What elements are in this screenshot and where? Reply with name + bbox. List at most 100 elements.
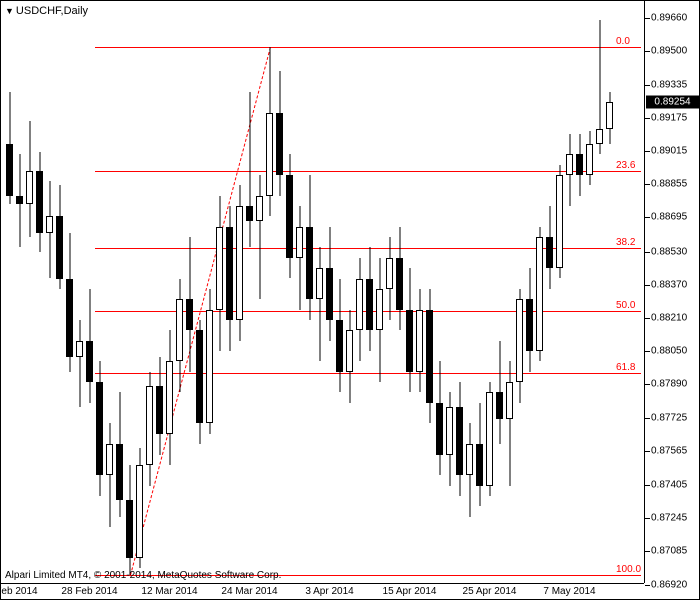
candle-body [136,465,143,558]
candlestick-chart[interactable]: ▼USDCHF,Daily 0.023.638.250.061.8100.0 0… [0,0,700,600]
candle[interactable] [516,1,523,585]
candle-body [516,299,523,382]
candle-body [576,154,583,175]
candle[interactable] [176,1,183,585]
candle-body [26,171,33,204]
candle-body [146,386,153,465]
candle[interactable] [16,1,23,585]
x-tick-label: 28 Feb 2014 [61,586,117,597]
candle[interactable] [596,1,603,585]
candle-body [566,154,573,175]
candle[interactable] [556,1,563,585]
candle[interactable] [256,1,263,585]
y-tick-label: 0.86920 [651,580,687,591]
candle[interactable] [296,1,303,585]
candle[interactable] [496,1,503,585]
candle[interactable] [576,1,583,585]
candle[interactable] [486,1,493,585]
candle-body [556,175,563,268]
candle[interactable] [86,1,93,585]
candle[interactable] [116,1,123,585]
x-tick-label: 7 May 2014 [543,586,595,597]
candle[interactable] [226,1,233,585]
candle[interactable] [246,1,253,585]
candle[interactable] [156,1,163,585]
candle-body [496,392,503,419]
candle[interactable] [426,1,433,585]
candle[interactable] [36,1,43,585]
candle[interactable] [186,1,193,585]
candle[interactable] [466,1,473,585]
candle-body [396,258,403,310]
candle[interactable] [166,1,173,585]
candle[interactable] [406,1,413,585]
candle[interactable] [346,1,353,585]
candle[interactable] [546,1,553,585]
candle[interactable] [416,1,423,585]
candle[interactable] [136,1,143,585]
candle[interactable] [336,1,343,585]
candle[interactable] [316,1,323,585]
candle-body [236,206,243,320]
candle-body [196,330,203,423]
candle[interactable] [96,1,103,585]
candle-body [606,102,613,130]
candle[interactable] [196,1,203,585]
candle[interactable] [446,1,453,585]
candle-body [246,206,253,220]
candle-body [346,330,353,371]
candle[interactable] [566,1,573,585]
candle-body [256,196,263,221]
candle[interactable] [586,1,593,585]
candle[interactable] [326,1,333,585]
y-tick [645,85,650,86]
candle[interactable] [46,1,53,585]
candle[interactable] [26,1,33,585]
candle-body [476,444,483,485]
candle-body [406,310,413,372]
candle[interactable] [206,1,213,585]
candle-body [166,361,173,433]
y-tick-label: 0.88050 [651,345,687,356]
candle[interactable] [526,1,533,585]
plot-area[interactable]: 0.023.638.250.061.8100.0 [1,1,644,583]
candle[interactable] [266,1,273,585]
candle[interactable] [6,1,13,585]
candle[interactable] [216,1,223,585]
current-price-label: 0.89254 [646,95,699,108]
dropdown-icon: ▼ [5,6,14,16]
fib-level-label: 38.2 [616,237,635,248]
candle[interactable] [126,1,133,585]
candle[interactable] [306,1,313,585]
candle[interactable] [286,1,293,585]
candle-body [226,227,233,320]
candle[interactable] [536,1,543,585]
candle[interactable] [606,1,613,585]
y-tick [645,318,650,319]
candle[interactable] [66,1,73,585]
candle[interactable] [506,1,513,585]
candle[interactable] [386,1,393,585]
candle[interactable] [456,1,463,585]
candle[interactable] [396,1,403,585]
candle-body [386,258,393,289]
candle-body [76,341,83,358]
candle-body [86,341,93,382]
candle-body [506,382,513,419]
y-tick [645,384,650,385]
candle[interactable] [146,1,153,585]
candle[interactable] [106,1,113,585]
candle-body [276,113,283,175]
y-tick-label: 0.88210 [651,312,687,323]
candle[interactable] [366,1,373,585]
candle[interactable] [356,1,363,585]
candle[interactable] [376,1,383,585]
candle[interactable] [236,1,243,585]
candle[interactable] [436,1,443,585]
candle[interactable] [56,1,63,585]
candle[interactable] [76,1,83,585]
y-tick [645,451,650,452]
candle-wick [299,206,300,310]
candle[interactable] [276,1,283,585]
candle[interactable] [476,1,483,585]
